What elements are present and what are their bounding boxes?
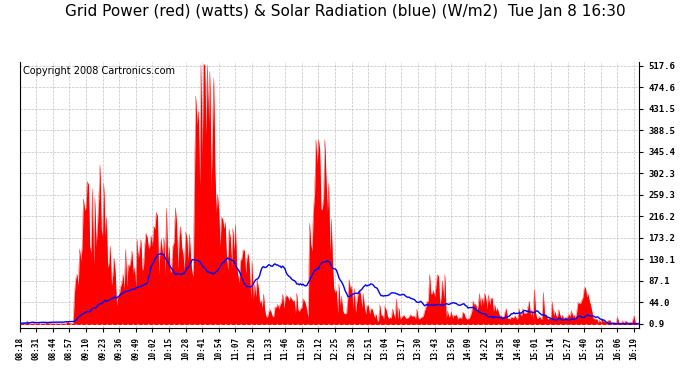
Text: Grid Power (red) (watts) & Solar Radiation (blue) (W/m2)  Tue Jan 8 16:30: Grid Power (red) (watts) & Solar Radiati… [65,4,625,19]
Text: Copyright 2008 Cartronics.com: Copyright 2008 Cartronics.com [23,66,175,76]
